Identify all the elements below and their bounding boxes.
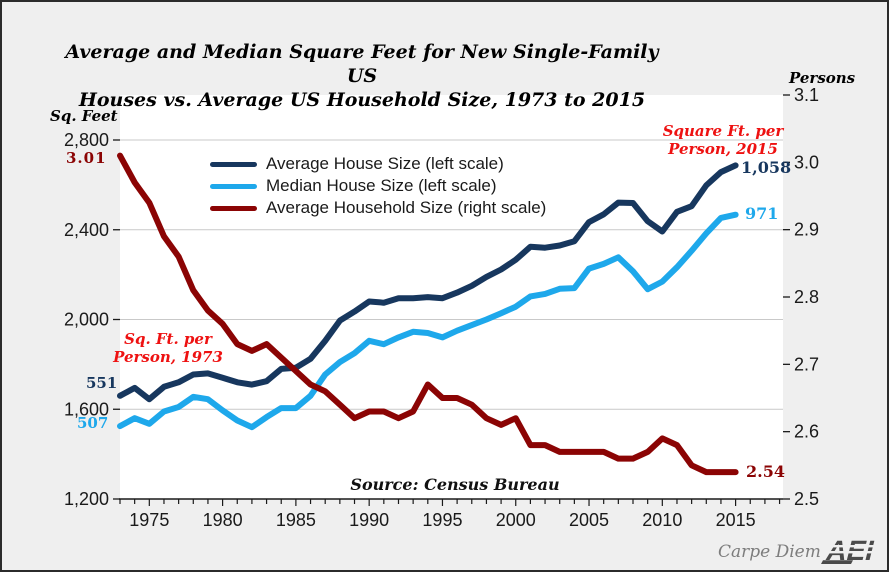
legend-label: Average House Size (left scale)	[266, 154, 504, 173]
legend-line-swatch	[210, 205, 257, 211]
x-tick-label: 1980	[203, 510, 243, 530]
annotation-avg-sqft-per-person-1973: 551	[86, 374, 118, 392]
series-line-average-house-size-left-scale	[117, 162, 739, 403]
annotation-note-1973-line2: Person, 1973	[113, 348, 223, 366]
left-axis-unit-label: Sq. Feet	[50, 107, 118, 125]
aei-logo-stripe	[821, 551, 881, 554]
chart-title-line1: Average and Median Square Feet for New S…	[65, 41, 659, 87]
aei-logo-underbar	[821, 560, 853, 564]
annotation-avg-sqft-per-person-2015: 1,058	[741, 158, 792, 177]
annotation-med-sqft-per-person-1973: 507	[77, 414, 109, 432]
x-tick-label: 1975	[129, 510, 169, 530]
x-tick-label: 2010	[642, 510, 682, 530]
x-tick-label: 1990	[349, 510, 389, 530]
annotation-note-1973-line1: Sq. Ft. per	[124, 330, 212, 348]
left-tick-label: 1,200	[64, 489, 109, 509]
series-line-median-house-size-left-scale	[117, 211, 739, 431]
left-tick-label: 1,600	[64, 399, 109, 419]
x-tick-label: 1995	[422, 510, 462, 530]
annotation-note-2015-line1: Square Ft. per	[662, 122, 784, 140]
right-tick-label: 3.1	[794, 85, 819, 105]
legend-line-swatch	[210, 161, 257, 167]
legend-item: Average House Size (left scale)	[210, 153, 546, 175]
carpe-diem-credit: Carpe Diem	[718, 542, 821, 562]
annotation-note-2015: Square Ft. per Person, 2015	[652, 122, 794, 158]
legend-label: Median House Size (left scale)	[266, 176, 497, 195]
right-axis-unit-label: Persons	[789, 69, 856, 87]
right-tick-label: 2.9	[794, 220, 819, 240]
legend-item: Average Household Size (right scale)	[210, 197, 546, 219]
legend: Average House Size (left scale) Median Ho…	[210, 153, 546, 219]
annotation-household-size-1973: 3.01	[66, 149, 107, 167]
right-tick-label: 2.6	[794, 422, 819, 442]
left-tick-label: 2,400	[64, 220, 109, 240]
legend-label: Average Household Size (right scale)	[266, 198, 547, 217]
source-note: Source: Census Bureau	[350, 475, 560, 494]
annotation-household-size-2015: 2.54	[746, 462, 785, 481]
left-tick-label: 2,000	[64, 310, 109, 330]
aei-logo-stripe	[821, 545, 881, 548]
right-tick-label: 2.5	[794, 489, 819, 509]
right-tick-label: 3.0	[794, 152, 819, 172]
x-tick-label: 2015	[716, 510, 756, 530]
x-tick-label: 2000	[496, 510, 536, 530]
x-tick-label: 1985	[276, 510, 316, 530]
chart-title-line2: Houses vs. Average US Household Size, 19…	[78, 89, 646, 111]
series-line-average-household-size-right-scale	[117, 152, 739, 476]
x-tick-label: 2005	[569, 510, 609, 530]
left-tick-label: 2,800	[64, 130, 109, 150]
annotation-note-1973: Sq. Ft. per Person, 1973	[98, 330, 238, 366]
right-tick-label: 2.8	[794, 287, 819, 307]
right-tick-label: 2.7	[794, 354, 819, 374]
aei-logo: AEI	[821, 535, 881, 567]
legend-item: Median House Size (left scale)	[210, 175, 546, 197]
chart-title: Average and Median Square Feet for New S…	[52, 40, 672, 112]
legend-line-swatch	[210, 183, 257, 189]
annotation-med-sqft-per-person-2015: 971	[745, 204, 779, 223]
annotation-note-2015-line2: Person, 2015	[668, 140, 778, 158]
